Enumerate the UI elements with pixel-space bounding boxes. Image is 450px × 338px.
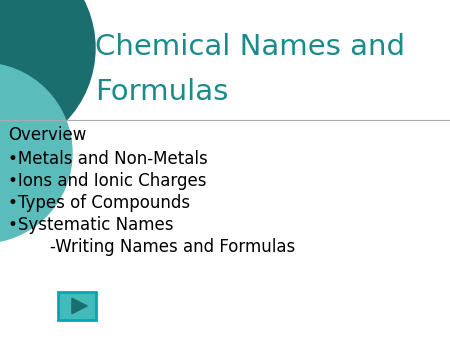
Polygon shape [72,298,87,314]
Text: •Ions and Ionic Charges: •Ions and Ionic Charges [8,172,207,190]
Text: -Writing Names and Formulas: -Writing Names and Formulas [8,238,295,256]
Text: Formulas: Formulas [95,78,228,106]
Text: Chemical Names and: Chemical Names and [95,33,405,61]
Text: •Systematic Names: •Systematic Names [8,216,174,234]
FancyBboxPatch shape [58,292,96,320]
Text: •Metals and Non-Metals: •Metals and Non-Metals [8,150,208,168]
Text: Overview: Overview [8,126,86,144]
Circle shape [0,63,72,243]
Text: •Types of Compounds: •Types of Compounds [8,194,190,212]
Circle shape [0,0,95,153]
